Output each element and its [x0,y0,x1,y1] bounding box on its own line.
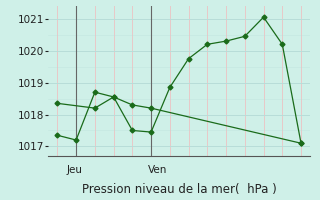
X-axis label: Pression niveau de la mer(  hPa ): Pression niveau de la mer( hPa ) [82,183,276,196]
Text: Ven: Ven [148,165,167,175]
Text: Jeu: Jeu [66,165,82,175]
